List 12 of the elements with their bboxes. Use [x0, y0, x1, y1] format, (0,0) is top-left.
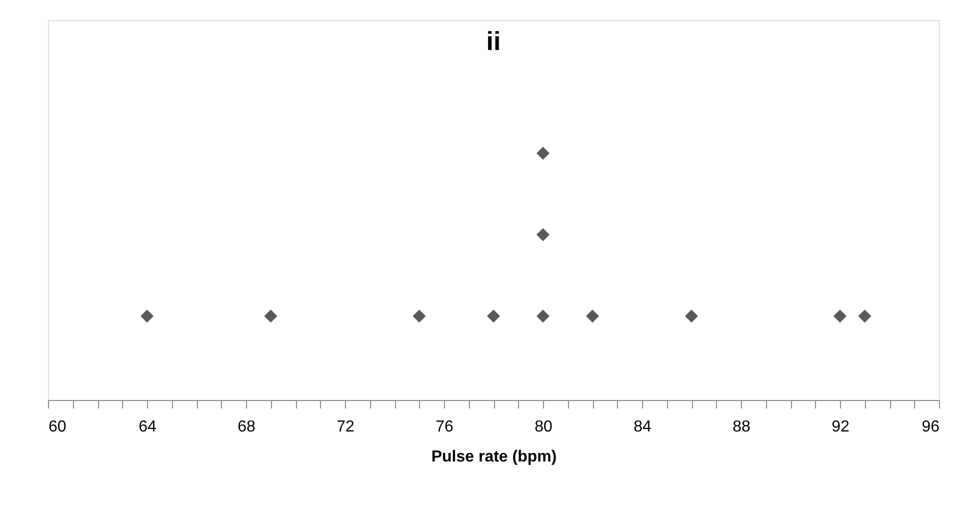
x-tick-label: 76: [436, 418, 454, 436]
x-tick-label: 68: [238, 418, 256, 436]
x-tick-label: 64: [138, 418, 156, 436]
x-axis-title: Pulse rate (bpm): [431, 448, 557, 466]
chart-title: ii: [486, 26, 501, 56]
x-tick-label: 84: [634, 418, 652, 436]
x-tick-label: 80: [534, 418, 552, 436]
x-tick-label: 60: [48, 418, 66, 436]
x-tick-label: 96: [922, 418, 940, 436]
x-tick-label: 92: [832, 418, 850, 436]
x-tick-label: 72: [336, 418, 354, 436]
x-tick-label: 88: [732, 418, 750, 436]
